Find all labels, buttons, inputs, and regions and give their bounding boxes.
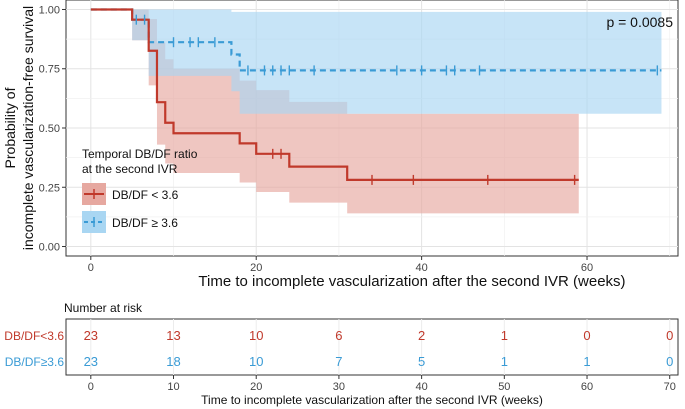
risk-x-axis-ticks: 0 10 20 30 40 50 60 70 bbox=[88, 375, 676, 393]
legend-label-blue: DB/DF ≥ 3.6 bbox=[112, 216, 178, 230]
legend: Temporal DB/DF ratio at the second IVR D… bbox=[82, 147, 198, 233]
risk-x-tick-label: 0 bbox=[88, 381, 94, 393]
legend-title-line2: at the second IVR bbox=[82, 162, 178, 176]
risk-values: 23 13 10 6 2 1 0 023 18 10 7 5 1 1 0 bbox=[84, 328, 674, 369]
risk-value: 0 bbox=[666, 354, 673, 369]
y-tick-label: 1.00 bbox=[39, 4, 60, 16]
risk-value: 23 bbox=[84, 328, 98, 343]
risk-value: 1 bbox=[583, 354, 590, 369]
y-axis-label-line2: incomplete vascularization-free survival bbox=[20, 6, 36, 250]
risk-table: Number at risk DB/DF<3.6 DB/DF≥3.6 23 13 1… bbox=[4, 301, 679, 407]
risk-row-label-blue: DB/DF≥3.6 bbox=[5, 355, 65, 369]
confidence-band-red bbox=[132, 9, 579, 214]
survival-chart: 0.000.250.500.751.00 0 20 40 60 p = 0.0085 … bbox=[2, 0, 679, 290]
risk-value: 6 bbox=[335, 328, 342, 343]
risk-value: 0 bbox=[666, 328, 673, 343]
confidence-band-blue bbox=[132, 9, 662, 114]
risk-value: 0 bbox=[583, 328, 590, 343]
y-axis-label-line1: Probability of bbox=[2, 87, 18, 168]
risk-value: 5 bbox=[418, 354, 425, 369]
x-axis-ticks: 0 20 40 60 bbox=[88, 256, 593, 274]
p-value-annotation: p = 0.0085 bbox=[606, 14, 673, 30]
x-tick-label: 20 bbox=[250, 262, 262, 274]
legend-title-line1: Temporal DB/DF ratio bbox=[82, 147, 198, 161]
y-tick-label: 0.25 bbox=[39, 182, 60, 194]
x-axis-label: Time to incomplete vascularization after… bbox=[198, 273, 625, 290]
risk-grid-lines bbox=[90, 319, 671, 375]
risk-value: 13 bbox=[166, 328, 180, 343]
risk-x-tick-label: 30 bbox=[333, 381, 345, 393]
risk-table-panel bbox=[65, 318, 679, 376]
risk-x-tick-label: 40 bbox=[415, 381, 427, 393]
x-tick-label: 40 bbox=[415, 262, 427, 274]
risk-value: 1 bbox=[501, 328, 508, 343]
censor-marks bbox=[135, 14, 659, 185]
survival-curve-red bbox=[90, 8, 579, 182]
risk-x-tick-label: 70 bbox=[664, 381, 676, 393]
risk-x-tick-label: 20 bbox=[250, 381, 262, 393]
y-axis-ticks: 0.00 0.25 0.50 0.75 1.00 bbox=[39, 4, 66, 254]
y-tick-label: 0.00 bbox=[39, 242, 60, 254]
y-tick-label: 0.75 bbox=[39, 64, 60, 76]
x-tick-label: 60 bbox=[581, 262, 593, 274]
risk-value: 10 bbox=[249, 328, 263, 343]
risk-x-tick-label: 60 bbox=[581, 381, 593, 393]
risk-value: 2 bbox=[418, 328, 425, 343]
x-tick-label: 0 bbox=[88, 262, 94, 274]
risk-value: 7 bbox=[335, 354, 342, 369]
risk-table-title: Number at risk bbox=[64, 301, 143, 315]
risk-x-tick-label: 50 bbox=[498, 381, 510, 393]
risk-value: 18 bbox=[166, 354, 180, 369]
y-tick-label: 0.50 bbox=[39, 123, 60, 135]
legend-label-red: DB/DF < 3.6 bbox=[112, 188, 179, 202]
risk-x-tick-label: 10 bbox=[167, 381, 179, 393]
risk-value: 23 bbox=[84, 354, 98, 369]
risk-value: 1 bbox=[501, 354, 508, 369]
confidence-bands bbox=[132, 9, 662, 214]
risk-value: 10 bbox=[249, 354, 263, 369]
risk-row-label-red: DB/DF<3.6 bbox=[4, 329, 64, 343]
risk-x-axis-label: Time to incomplete vascularization after… bbox=[201, 393, 543, 407]
